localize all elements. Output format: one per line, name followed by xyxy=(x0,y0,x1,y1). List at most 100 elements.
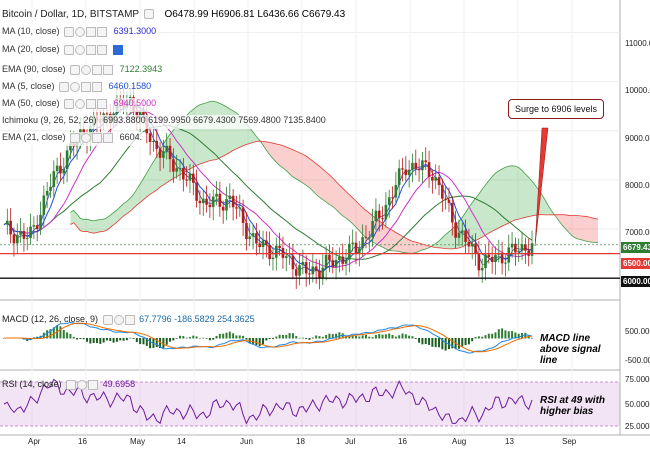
cloud-segment xyxy=(362,207,366,238)
close-icon[interactable] xyxy=(92,64,103,75)
macd-histogram-bar xyxy=(331,334,334,339)
cloud-segment xyxy=(545,200,549,215)
macd-histogram-bar xyxy=(245,338,248,340)
macd-histogram-bar xyxy=(431,338,434,347)
macd-histogram-bar xyxy=(135,338,138,343)
eye-icon[interactable] xyxy=(64,98,75,109)
gear-icon[interactable] xyxy=(75,98,86,109)
macd-histogram-bar xyxy=(278,334,281,339)
gear-icon[interactable] xyxy=(77,379,88,390)
gear-icon[interactable] xyxy=(81,64,92,75)
candle-body xyxy=(318,270,321,278)
close-icon[interactable] xyxy=(92,132,103,143)
more-icon[interactable] xyxy=(103,132,114,143)
macd-histogram-bar xyxy=(451,338,454,349)
indicator-row-ichimoku[interactable]: Ichimoku (9, 26, 52, 26) 6993.8800 6199.… xyxy=(0,115,328,129)
macd-histogram-bar xyxy=(291,333,294,339)
macd-histogram-bar xyxy=(139,338,142,345)
close-icon[interactable] xyxy=(81,81,92,92)
more-icon[interactable] xyxy=(97,44,108,55)
macd-histogram-bar xyxy=(305,338,308,340)
indicator-row-ma5[interactable]: MA (5, close) 6460.1580 xyxy=(0,81,154,95)
candle-body xyxy=(6,220,9,225)
candle-body xyxy=(417,168,421,171)
macd-histogram-bar xyxy=(447,338,450,350)
indicator-value: 7122.3943 xyxy=(119,64,163,74)
cloud-segment xyxy=(578,215,582,240)
eye-icon[interactable] xyxy=(70,132,81,143)
macd-values: 67.7796 -186.5829 254.3625 xyxy=(139,314,255,324)
cloud-segment xyxy=(326,171,330,205)
eye-icon[interactable] xyxy=(64,26,75,37)
eye-icon[interactable] xyxy=(70,64,81,75)
gear-icon[interactable] xyxy=(81,132,92,143)
gear-icon[interactable] xyxy=(70,81,81,92)
candle-body xyxy=(344,259,348,264)
eye-icon[interactable] xyxy=(64,44,75,55)
indicator-row-ema21[interactable]: EMA (21, close) 6604. xyxy=(0,132,145,146)
close-icon[interactable] xyxy=(86,26,97,37)
macd-histogram-bar xyxy=(517,333,520,339)
x-axis-label: 16 xyxy=(78,437,87,446)
cloud-segment xyxy=(296,151,300,181)
cloud-segment xyxy=(263,141,267,151)
gear-icon[interactable] xyxy=(75,44,86,55)
indicator-label: MA (5, close) xyxy=(2,81,55,91)
gear-icon[interactable] xyxy=(113,314,124,325)
macd-histogram-bar xyxy=(288,333,291,339)
macd-histogram-bar xyxy=(461,338,464,347)
more-icon[interactable] xyxy=(92,81,103,92)
candle-body xyxy=(514,243,517,253)
candle-body xyxy=(308,273,311,275)
cloud-segment xyxy=(136,183,141,206)
indicator-value: 6460.1580 xyxy=(108,81,152,91)
indicator-value: 6940.5000 xyxy=(113,98,157,108)
macd-histogram-bar xyxy=(115,338,118,342)
macd-histogram-bar xyxy=(335,333,338,339)
support-price-tag: 6500.00 xyxy=(621,258,650,269)
candle-body xyxy=(474,243,477,255)
eye-icon[interactable] xyxy=(102,314,113,325)
candle-body xyxy=(477,254,481,271)
cloud-segment xyxy=(272,143,277,163)
candle-body xyxy=(188,173,192,181)
indicator-value: 6391.3000 xyxy=(113,26,157,36)
indicator-row-ma50[interactable]: MA (50, close) 6940.5000 xyxy=(0,98,159,112)
candle-body xyxy=(530,243,534,256)
indicator-row-ma20[interactable]: MA (20, close) xyxy=(0,44,125,58)
candle-body xyxy=(178,167,182,169)
candle-body xyxy=(218,193,222,207)
candle-body xyxy=(268,244,271,260)
close-icon[interactable] xyxy=(86,44,97,55)
macd-annotation: MACD line above signal line xyxy=(540,333,601,366)
more-icon[interactable] xyxy=(97,26,108,37)
candle-body xyxy=(281,247,285,258)
macd-histogram-bar xyxy=(182,335,185,339)
candle-body xyxy=(142,111,145,115)
indicator-row-ma10[interactable]: MA (10, close) 6391.3000 xyxy=(0,26,159,40)
indicator-row-ema90[interactable]: EMA (90, close) 7122.3943 xyxy=(0,64,165,78)
more-icon[interactable] xyxy=(97,98,108,109)
eye-icon[interactable] xyxy=(66,379,77,390)
indicator-label: EMA (21, close) xyxy=(2,132,66,142)
candle-body xyxy=(198,200,202,204)
close-icon[interactable] xyxy=(88,379,99,390)
macd-axis-label: -500.0000 xyxy=(625,356,650,365)
eye-icon[interactable] xyxy=(59,81,70,92)
eye-icon[interactable] xyxy=(143,9,154,20)
symbol-label: Bitcoin / Dollar, 1D, BITSTAMP xyxy=(2,9,139,20)
gear-icon[interactable] xyxy=(75,26,86,37)
macd-histogram-bar xyxy=(62,329,65,339)
close-icon[interactable] xyxy=(86,98,97,109)
macd-histogram-bar xyxy=(185,337,188,339)
candle-body xyxy=(195,182,198,201)
macd-histogram-bar xyxy=(434,338,437,348)
macd-histogram-bar xyxy=(467,338,470,345)
more-icon[interactable] xyxy=(103,64,114,75)
candle-body xyxy=(517,250,521,253)
macd-histogram-bar xyxy=(481,336,484,339)
close-icon[interactable] xyxy=(124,314,135,325)
cloud-segment xyxy=(412,241,416,254)
rsi-axis-label: 50.0000 xyxy=(625,400,650,409)
